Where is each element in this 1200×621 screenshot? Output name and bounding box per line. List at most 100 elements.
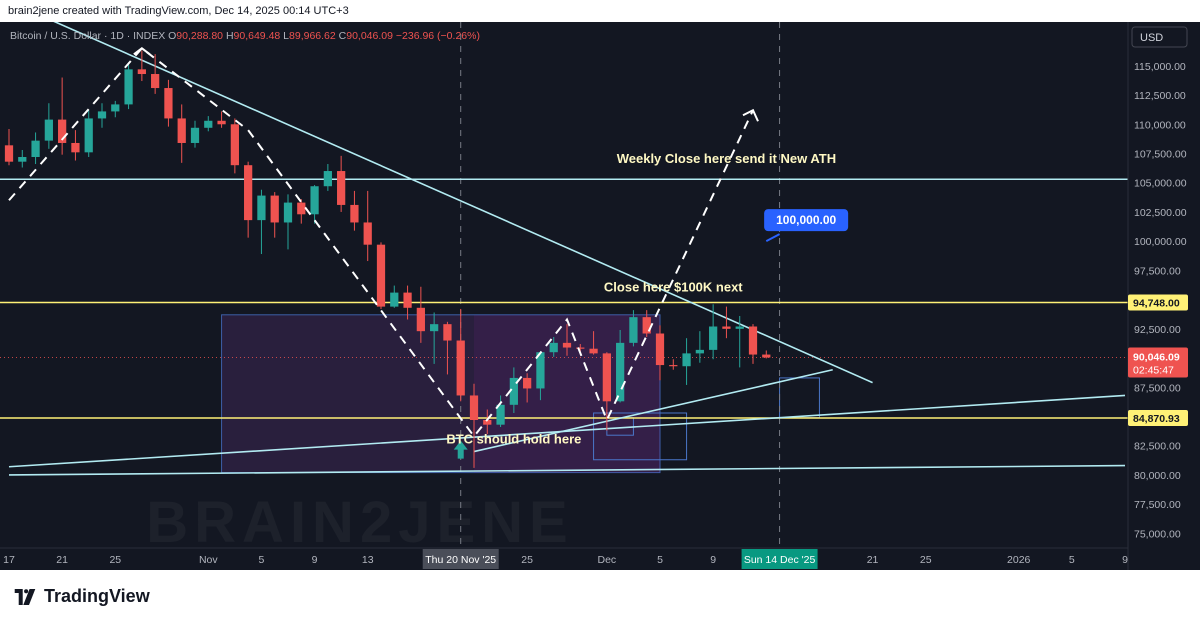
projection-arrowhead bbox=[742, 108, 759, 122]
candle-body[interactable] bbox=[111, 104, 120, 112]
candle-body[interactable] bbox=[469, 395, 479, 421]
price-callout-box[interactable] bbox=[764, 209, 849, 232]
candle-body[interactable] bbox=[18, 157, 27, 162]
time-axis-highlight[interactable] bbox=[741, 549, 818, 569]
candle-body[interactable] bbox=[589, 348, 598, 354]
candle-body[interactable] bbox=[363, 222, 372, 245]
candle-body[interactable] bbox=[71, 142, 80, 153]
candle-body[interactable] bbox=[283, 202, 293, 223]
candle-body[interactable] bbox=[602, 353, 611, 402]
candle-body[interactable] bbox=[310, 186, 319, 215]
annotation-box[interactable] bbox=[779, 377, 820, 419]
candle-body[interactable] bbox=[576, 347, 585, 349]
candle-body[interactable] bbox=[536, 352, 545, 389]
last-price-tag-label: 90,046.09 bbox=[1133, 352, 1180, 364]
candle-body[interactable] bbox=[695, 349, 704, 354]
candle-body[interactable] bbox=[509, 377, 518, 405]
currency-button[interactable] bbox=[1131, 26, 1188, 48]
candle-body[interactable] bbox=[44, 119, 53, 141]
time-axis-tick-label: 5 bbox=[259, 554, 265, 566]
candle-body[interactable] bbox=[430, 324, 439, 332]
candle-body[interactable] bbox=[443, 324, 452, 341]
close-label: C bbox=[339, 30, 347, 42]
candle-body[interactable] bbox=[97, 111, 107, 119]
candle-body[interactable] bbox=[483, 420, 492, 425]
low-label: L bbox=[283, 30, 289, 42]
trendline[interactable] bbox=[9, 22, 873, 384]
symbol-legend[interactable]: Bitcoin / U.S. Dollar · 1D · INDEX O90,2… bbox=[10, 30, 480, 42]
tradingview-logo-text: TradingView bbox=[44, 586, 150, 606]
candle-body[interactable] bbox=[762, 354, 771, 358]
candle-body[interactable] bbox=[403, 292, 412, 308]
candle-body[interactable] bbox=[323, 171, 332, 187]
time-axis-tick-label: 5 bbox=[1069, 554, 1075, 566]
candle-body[interactable] bbox=[655, 333, 665, 366]
candle-body[interactable] bbox=[58, 119, 67, 143]
candlestick-chart[interactable]: BRAIN2JENE 100,000.00 Weekly Close here se… bbox=[0, 22, 1200, 570]
candle-body[interactable] bbox=[496, 404, 505, 425]
candle-body[interactable] bbox=[416, 307, 425, 332]
trendline[interactable] bbox=[779, 394, 1126, 419]
high-label: H bbox=[226, 30, 234, 42]
plot-area[interactable]: BRAIN2JENE 100,000.00 Weekly Close here se… bbox=[0, 22, 1128, 555]
candle-body[interactable] bbox=[230, 124, 239, 166]
candle-body[interactable] bbox=[164, 88, 173, 119]
candle-body[interactable] bbox=[257, 195, 266, 221]
candle-body[interactable] bbox=[722, 326, 731, 329]
candle-body[interactable] bbox=[376, 244, 386, 307]
price-axis-tick-label: 92,500.00 bbox=[1134, 324, 1181, 336]
price-axis-tick-label: 115,000.00 bbox=[1134, 61, 1186, 73]
candle-body[interactable] bbox=[137, 69, 146, 75]
change-value: −236.96 (−0.26%) bbox=[396, 30, 480, 42]
candle-body[interactable] bbox=[682, 353, 691, 367]
annotation-text[interactable]: Close here $100K next bbox=[604, 279, 743, 294]
candle-body[interactable] bbox=[669, 365, 678, 367]
candle-body[interactable] bbox=[523, 377, 532, 389]
candle-body[interactable] bbox=[4, 145, 14, 162]
candle-body[interactable] bbox=[297, 202, 306, 215]
trendline[interactable] bbox=[473, 368, 833, 453]
price-axis-tick-label: 87,500.00 bbox=[1134, 382, 1181, 394]
last-price-tag[interactable] bbox=[1128, 347, 1188, 378]
low-value: 89,966.62 bbox=[289, 30, 339, 42]
level-price-tag[interactable] bbox=[1128, 410, 1188, 427]
candle-body[interactable] bbox=[709, 326, 718, 350]
annotation-text[interactable]: BTC should hold here bbox=[446, 431, 581, 446]
candle-body[interactable] bbox=[217, 120, 226, 125]
candle-body[interactable] bbox=[190, 127, 200, 143]
candle-body[interactable] bbox=[337, 171, 346, 205]
candle-body[interactable] bbox=[735, 326, 744, 329]
trendline[interactable] bbox=[8, 464, 1126, 476]
open-label: O bbox=[168, 30, 176, 42]
candle-body[interactable] bbox=[390, 292, 399, 307]
candle-body[interactable] bbox=[151, 74, 160, 89]
candle-body[interactable] bbox=[177, 118, 186, 143]
candle-body[interactable] bbox=[270, 195, 279, 223]
candle-body[interactable] bbox=[456, 340, 465, 396]
time-axis-tick-label: 9 bbox=[1122, 554, 1128, 566]
level-price-tag[interactable] bbox=[1128, 294, 1188, 311]
callout-pointer bbox=[765, 233, 781, 243]
tradingview-logo[interactable]: TradingView bbox=[12, 586, 150, 607]
candle-body[interactable] bbox=[629, 317, 638, 343]
up-arrow-icon[interactable] bbox=[453, 440, 468, 459]
time-axis-highlight[interactable] bbox=[422, 549, 499, 569]
projection-peak-arrowhead bbox=[133, 47, 151, 56]
candle-body[interactable] bbox=[562, 342, 572, 348]
candle-body[interactable] bbox=[748, 326, 758, 355]
candle-body[interactable] bbox=[244, 165, 253, 221]
candle-body[interactable] bbox=[549, 342, 558, 353]
annotation-box[interactable] bbox=[221, 314, 661, 474]
candle-body[interactable] bbox=[84, 118, 93, 153]
trendline[interactable] bbox=[8, 416, 780, 468]
candle-body[interactable] bbox=[204, 120, 213, 128]
candle-body[interactable] bbox=[31, 140, 40, 158]
candle-body[interactable] bbox=[350, 204, 359, 223]
currency-button-label[interactable]: USD bbox=[1140, 32, 1163, 44]
candle-body[interactable] bbox=[616, 342, 625, 402]
candle-body[interactable] bbox=[642, 317, 651, 334]
chart-frame[interactable]: BRAIN2JENE 100,000.00 Weekly Close here se… bbox=[0, 22, 1200, 570]
time-axis-highlight-label: Thu 20 Nov '25 bbox=[425, 554, 496, 566]
annotation-text[interactable]: Weekly Close here send it New ATH bbox=[617, 151, 836, 166]
candle-body[interactable] bbox=[124, 69, 133, 105]
